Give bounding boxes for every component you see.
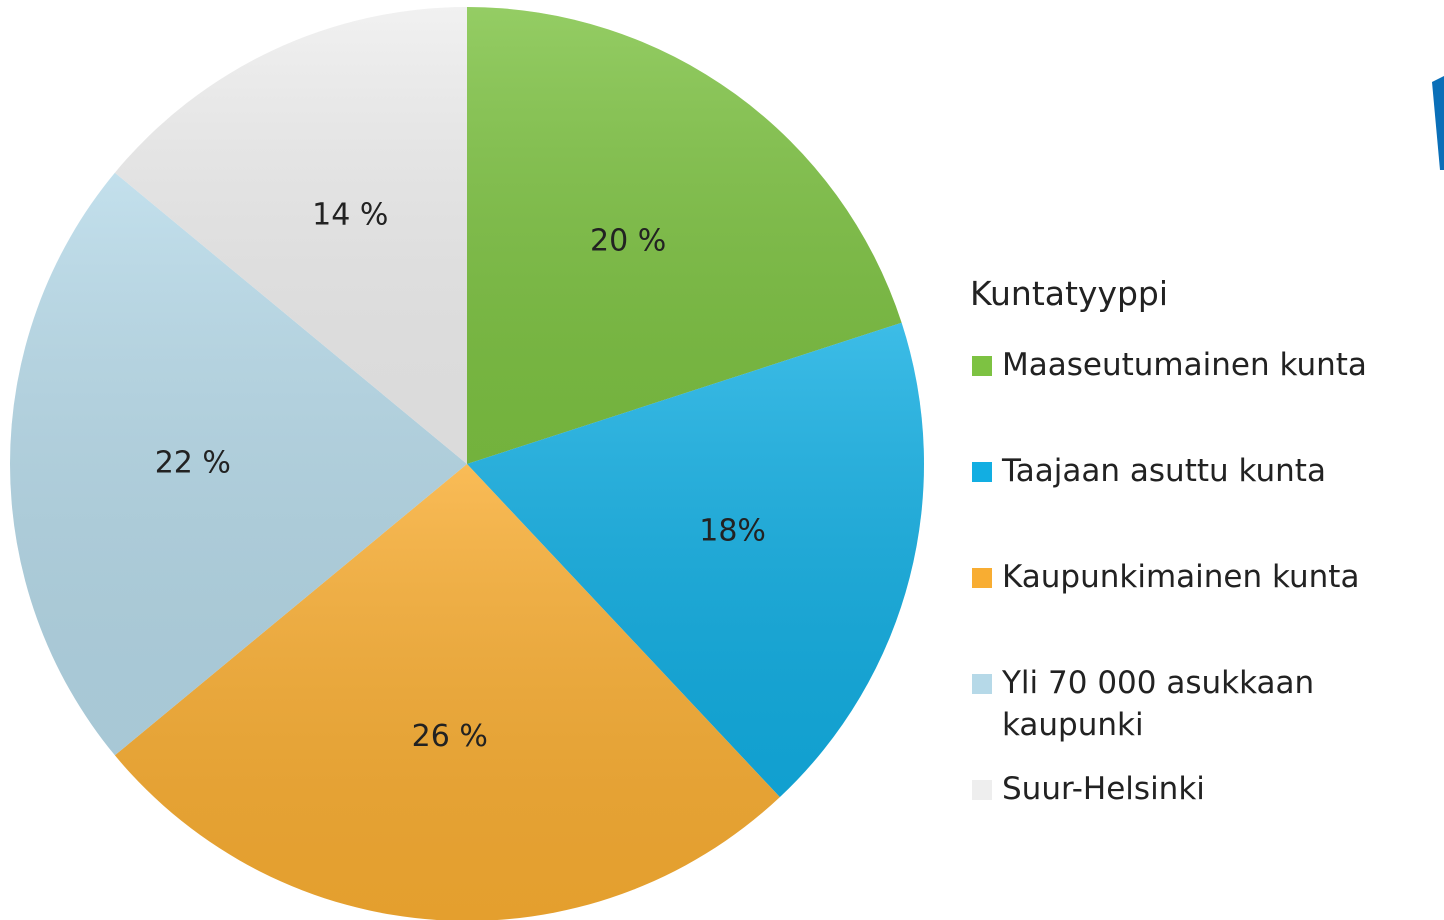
logo-fragment xyxy=(1432,76,1444,170)
legend-item: Kaupunkimainen kunta xyxy=(972,556,1442,598)
pie xyxy=(9,7,924,920)
data-label: 14 % xyxy=(312,197,388,232)
data-label: 26 % xyxy=(412,719,488,754)
legend-item: Taajaan asuttu kunta xyxy=(972,450,1442,492)
legend-label: Maaseutumainen kunta xyxy=(1002,347,1367,383)
legend-label: Taajaan asuttu kunta xyxy=(1002,453,1326,489)
legend-swatch xyxy=(972,674,992,694)
slice-shade xyxy=(9,172,468,756)
data-label: 18% xyxy=(699,514,766,549)
slice-shade xyxy=(114,7,467,464)
legend-label: Suur-Helsinki xyxy=(1002,771,1205,807)
legend-label: Kaupunkimainen kunta xyxy=(1002,559,1360,595)
legend-item: Suur-Helsinki xyxy=(972,768,1442,810)
legend-title: Kuntatyyppi xyxy=(970,274,1169,313)
slice-shade xyxy=(467,322,924,798)
legend-item: Yli 70 000 asukkaan kaupunki xyxy=(972,662,1442,746)
legend-swatch xyxy=(972,780,992,800)
data-label: 20 % xyxy=(590,224,666,259)
legend-item: Maaseutumainen kunta xyxy=(972,344,1442,386)
legend-label: Yli 70 000 asukkaan kaupunki xyxy=(1002,665,1315,743)
slice-shade xyxy=(114,464,780,920)
legend-swatch xyxy=(972,356,992,376)
data-label: 22 % xyxy=(155,446,231,481)
legend-swatch xyxy=(972,568,992,588)
slice-shade xyxy=(467,7,902,464)
legend-swatch xyxy=(972,462,992,482)
